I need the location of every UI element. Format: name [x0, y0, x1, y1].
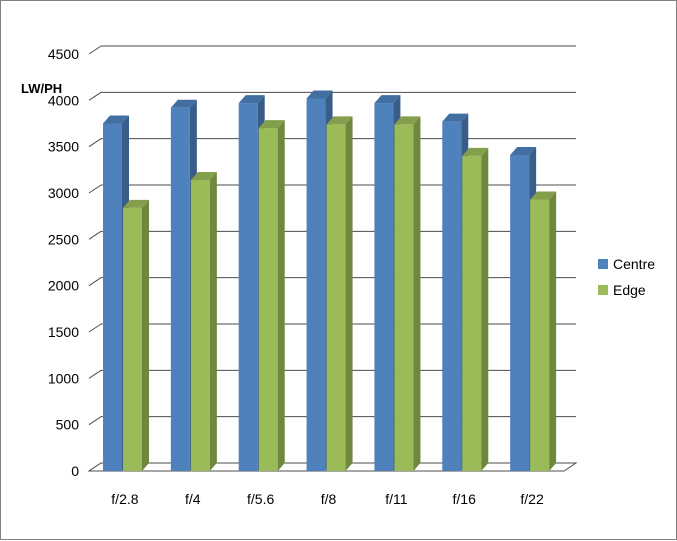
- legend-label-centre: Centre: [613, 256, 655, 272]
- bar-edge-f/22: [530, 191, 557, 471]
- y-tick-label: 4500: [48, 46, 79, 62]
- gridline-depth: [88, 323, 102, 333]
- y-tick-label: 4000: [48, 92, 79, 108]
- y-tick-label: 2000: [48, 278, 79, 294]
- legend-label-edge: Edge: [613, 282, 646, 298]
- gridline-depth: [88, 45, 102, 55]
- y-tick-label: 2500: [48, 231, 79, 247]
- x-tick-label: f/2.8: [111, 491, 138, 507]
- bar-edge-f/4: [190, 172, 217, 471]
- legend-swatch-edge: [598, 285, 608, 295]
- legend: Centre Edge: [598, 256, 655, 298]
- bars: [103, 90, 557, 472]
- x-tick-label: f/8: [321, 491, 337, 507]
- gridline-depth: [88, 230, 102, 240]
- y-tick-label: 3500: [48, 139, 79, 155]
- x-tick-label: f/11: [385, 491, 408, 507]
- bar-edge-f/5.6: [258, 120, 285, 471]
- y-axis-ticks: 0 500 1000 1500 2000 2500 3000 3500 4000 4500: [48, 46, 79, 479]
- gridline-depth: [88, 138, 102, 148]
- gridline-depth: [88, 91, 102, 101]
- bar-edge-f/2.8: [123, 199, 149, 471]
- x-tick-label: f/16: [453, 491, 477, 507]
- x-axis-ticks: f/2.8 f/4 f/5.6 f/8 f/11 f/16 f/22: [111, 491, 544, 507]
- gridline-depth: [88, 369, 102, 379]
- gridline-depth: [88, 277, 102, 287]
- gridline-depth: [88, 416, 102, 426]
- x-tick-label: f/4: [185, 491, 201, 507]
- gridline-depth: [88, 184, 102, 194]
- bar-edge-f/16: [462, 147, 489, 471]
- y-axis-title: LW/PH: [21, 81, 62, 96]
- y-tick-label: 3000: [48, 185, 79, 201]
- bar-edge-f/8: [326, 116, 353, 471]
- y-tick-label: 1500: [48, 324, 79, 340]
- y-tick-label: 1000: [48, 370, 79, 386]
- y-tick-label: 500: [56, 417, 80, 433]
- y-tick-label: 0: [71, 463, 79, 479]
- legend-swatch-centre: [598, 259, 608, 269]
- x-tick-label: f/22: [520, 491, 544, 507]
- x-tick-label: f/5.6: [247, 491, 274, 507]
- bar-edge-f/11: [394, 116, 421, 471]
